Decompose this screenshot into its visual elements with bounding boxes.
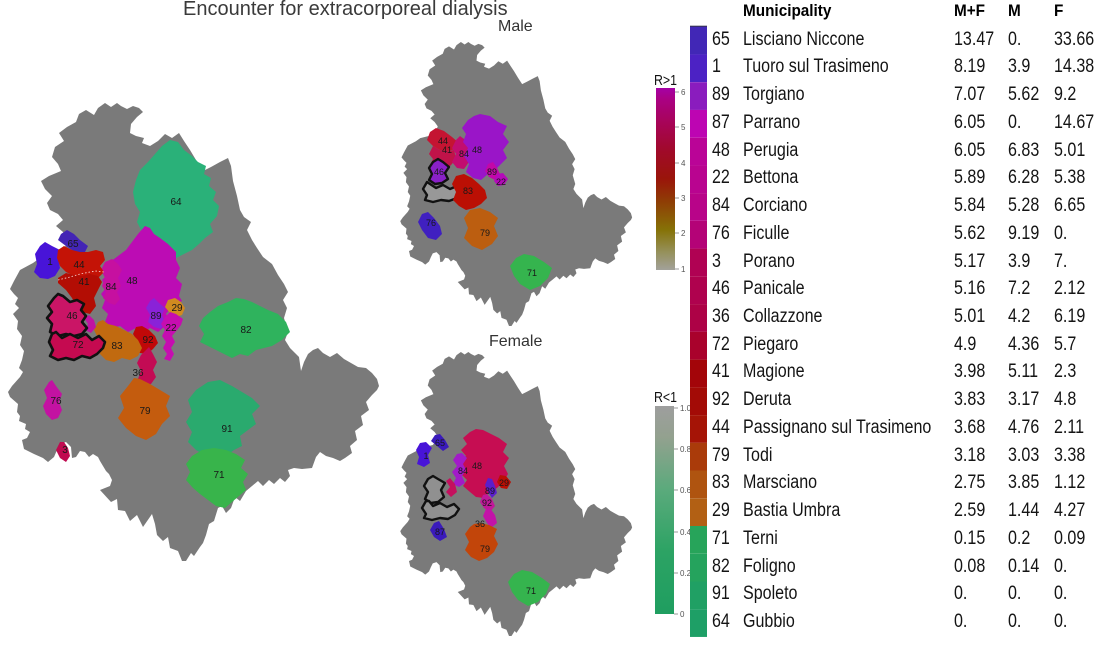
svg-text:4: 4 xyxy=(681,159,686,168)
svg-text:83: 83 xyxy=(463,186,473,196)
svg-text:29: 29 xyxy=(171,303,183,314)
svg-text:92: 92 xyxy=(482,498,492,508)
svg-text:79: 79 xyxy=(480,544,490,554)
svg-text:46: 46 xyxy=(434,167,444,177)
svg-text:84: 84 xyxy=(459,149,469,159)
svg-text:1: 1 xyxy=(47,257,53,268)
svg-text:48: 48 xyxy=(472,145,482,155)
svg-text:6: 6 xyxy=(681,88,686,97)
svg-text:5: 5 xyxy=(681,123,686,132)
svg-text:22: 22 xyxy=(496,177,506,187)
svg-text:91: 91 xyxy=(221,424,233,435)
svg-text:22: 22 xyxy=(165,323,177,334)
svg-text:R>1: R>1 xyxy=(654,72,677,89)
svg-text:36: 36 xyxy=(132,368,144,379)
svg-text:89: 89 xyxy=(487,167,497,177)
svg-text:64: 64 xyxy=(170,197,182,208)
svg-text:48: 48 xyxy=(126,276,138,287)
svg-text:0.6: 0.6 xyxy=(680,486,692,495)
svg-text:0.8: 0.8 xyxy=(680,445,692,454)
svg-text:71: 71 xyxy=(213,470,225,481)
svg-text:65: 65 xyxy=(435,438,445,448)
svg-text:2: 2 xyxy=(681,229,686,238)
svg-text:76: 76 xyxy=(50,396,62,407)
svg-text:1: 1 xyxy=(681,265,686,274)
svg-text:41: 41 xyxy=(78,277,90,288)
svg-text:1.0: 1.0 xyxy=(680,404,692,413)
svg-text:79: 79 xyxy=(139,406,151,417)
svg-text:3: 3 xyxy=(62,445,68,456)
svg-text:72: 72 xyxy=(72,340,84,351)
svg-text:71: 71 xyxy=(526,586,536,596)
svg-text:29: 29 xyxy=(499,478,509,488)
svg-text:0.2: 0.2 xyxy=(680,569,692,578)
svg-text:92: 92 xyxy=(142,335,154,346)
svg-text:44: 44 xyxy=(438,136,448,146)
svg-text:89: 89 xyxy=(485,486,495,496)
svg-text:87: 87 xyxy=(435,527,445,537)
svg-text:82: 82 xyxy=(240,325,252,336)
svg-text:36: 36 xyxy=(475,519,485,529)
svg-text:44: 44 xyxy=(73,260,85,271)
svg-text:89: 89 xyxy=(150,311,162,322)
svg-text:79: 79 xyxy=(480,228,490,238)
svg-text:0.4: 0.4 xyxy=(680,528,692,537)
svg-text:48: 48 xyxy=(472,461,482,471)
svg-text:0: 0 xyxy=(680,610,685,619)
svg-text:3: 3 xyxy=(681,194,686,203)
svg-text:71: 71 xyxy=(527,268,537,278)
svg-text:76: 76 xyxy=(426,218,436,228)
svg-text:83: 83 xyxy=(111,341,123,352)
svg-text:R<1: R<1 xyxy=(654,389,677,406)
svg-text:1: 1 xyxy=(423,451,428,461)
svg-text:46: 46 xyxy=(66,311,78,322)
svg-text:65: 65 xyxy=(67,239,79,250)
svg-text:41: 41 xyxy=(442,145,452,155)
svg-text:84: 84 xyxy=(458,466,468,476)
svg-text:84: 84 xyxy=(105,282,117,293)
